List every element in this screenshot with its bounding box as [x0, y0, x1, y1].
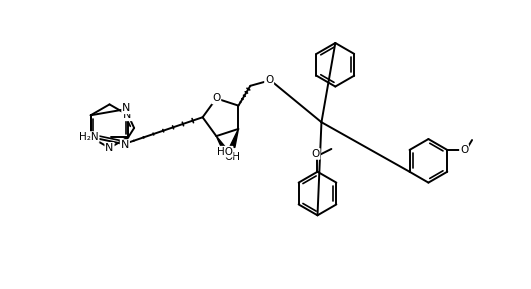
- Text: N: N: [122, 103, 131, 113]
- Polygon shape: [230, 129, 238, 147]
- Text: HO: HO: [217, 147, 233, 157]
- Text: N: N: [121, 140, 129, 150]
- Text: H₂N: H₂N: [79, 132, 99, 142]
- Text: O: O: [460, 145, 468, 155]
- Text: O: O: [265, 75, 273, 85]
- Text: O: O: [212, 93, 220, 103]
- Text: N: N: [123, 110, 132, 120]
- Text: O: O: [311, 149, 320, 159]
- Polygon shape: [216, 136, 228, 153]
- Text: N: N: [105, 143, 114, 153]
- Text: OH: OH: [224, 152, 240, 162]
